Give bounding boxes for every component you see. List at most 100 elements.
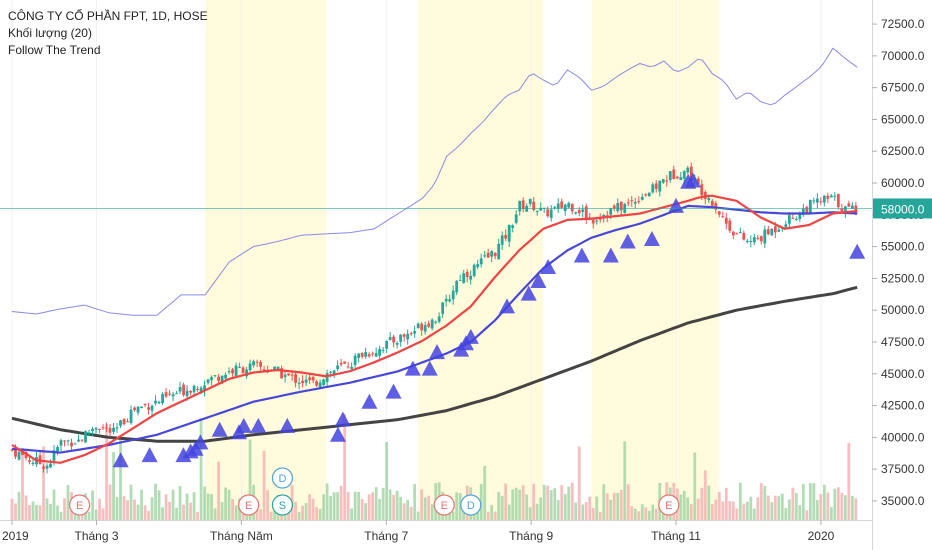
volume-bar: [535, 503, 539, 520]
volume-bar: [584, 502, 588, 520]
candle-body: [49, 463, 52, 468]
candle-body: [794, 219, 798, 221]
event-marker-e[interactable]: E: [433, 494, 455, 516]
candle-body: [80, 439, 84, 441]
volume-bar: [479, 483, 483, 520]
volume-bar: [45, 498, 49, 520]
candle-body: [409, 333, 413, 335]
candle-body: [668, 171, 672, 181]
legend-indicator[interactable]: Follow The Trend: [8, 43, 101, 57]
volume-bar: [59, 511, 63, 520]
event-markers[interactable]: E E D S E D E: [69, 467, 680, 516]
candle-body: [507, 224, 511, 242]
candle-body: [273, 366, 277, 370]
volume-bar: [399, 496, 403, 520]
candle-body: [784, 224, 788, 228]
candle-body: [801, 208, 805, 215]
event-marker-s[interactable]: S: [271, 494, 294, 516]
volume-bar: [430, 504, 434, 520]
candle-body: [665, 180, 669, 182]
trend-triangle: [849, 243, 866, 259]
volume-bar: [196, 511, 199, 520]
candle-body: [395, 343, 399, 345]
volume-bar: [455, 492, 459, 520]
volume-bar: [798, 505, 802, 520]
volume-bar: [329, 496, 333, 520]
candle-body: [633, 201, 637, 204]
candle-body: [252, 361, 255, 366]
candle-body: [679, 177, 683, 181]
event-marker-e[interactable]: E: [658, 494, 680, 516]
volume-bar: [311, 498, 315, 520]
y-tick-label: 55000.0: [881, 240, 925, 254]
candle-body: [616, 203, 620, 212]
candle-body: [847, 203, 851, 207]
volume-bar: [511, 489, 515, 520]
event-marker-d[interactable]: D: [271, 467, 294, 489]
candle-body: [77, 439, 80, 442]
candle-body: [455, 280, 459, 293]
volume-bar: [616, 492, 620, 520]
volume-bar: [98, 498, 101, 520]
volume-bar: [108, 484, 112, 520]
volume-bar: [721, 501, 725, 520]
candles: [10, 162, 858, 474]
volume-bar: [259, 509, 263, 520]
candle-body: [763, 229, 767, 244]
legend-title[interactable]: CÔNG TY CỔ PHẦN FPT, 1D, HOSE: [8, 9, 208, 23]
volume-bar: [763, 485, 767, 520]
legend-volume[interactable]: Khối lượng (20): [8, 26, 92, 40]
candle-body: [465, 271, 469, 278]
trend-triangle: [429, 344, 445, 360]
candle-body: [710, 200, 714, 206]
candle-body: [332, 370, 336, 375]
candle-body: [682, 171, 686, 179]
event-marker-e[interactable]: E: [238, 494, 260, 516]
trend-triangle: [421, 360, 438, 376]
volume-bar: [647, 510, 651, 520]
event-marker-circle: [658, 494, 680, 516]
candle-body: [504, 234, 508, 239]
volume-bar: [105, 423, 108, 520]
volume-bar: [213, 508, 217, 520]
candle-body: [66, 440, 70, 442]
trend-triangle: [361, 393, 378, 409]
volume-bar: [756, 497, 760, 520]
volume-bar: [700, 487, 704, 520]
event-marker-d[interactable]: D: [460, 494, 482, 516]
volume-bar: [353, 491, 357, 520]
candle-body: [388, 337, 392, 340]
candle-body: [535, 210, 539, 212]
volume-bar: [703, 470, 707, 520]
volume-bar: [301, 505, 305, 520]
volume-bar: [563, 494, 567, 520]
volume-bar: [749, 496, 753, 520]
x-tick-label: Tháng 7: [364, 529, 408, 543]
candle-body: [105, 427, 108, 429]
candle-body: [140, 406, 143, 408]
volume-bar: [112, 451, 115, 520]
event-marker-e[interactable]: E: [69, 494, 91, 516]
trend-triangle: [540, 258, 557, 274]
volume-bar: [21, 447, 24, 520]
volume-bar: [609, 499, 613, 520]
candle-body: [168, 393, 171, 395]
volume-bar: [689, 504, 693, 520]
volume-bar: [532, 483, 536, 520]
candle-body: [339, 362, 343, 365]
candle-body: [672, 169, 676, 179]
candle-body: [822, 195, 826, 203]
candle-body: [287, 373, 291, 376]
candle-body: [640, 196, 644, 200]
candle-body: [203, 385, 206, 391]
candle-body: [227, 371, 231, 373]
chart-legend: CÔNG TY CỔ PHẦN FPT, 1D, HOSE Khối lượng…: [8, 8, 208, 59]
volume-bar: [17, 491, 21, 520]
trend-triangle: [499, 298, 516, 314]
candle-body: [150, 405, 154, 411]
candle-body: [836, 193, 840, 207]
volume-bar: [129, 484, 133, 520]
volume-bar: [847, 442, 851, 520]
candle-body: [294, 374, 298, 383]
